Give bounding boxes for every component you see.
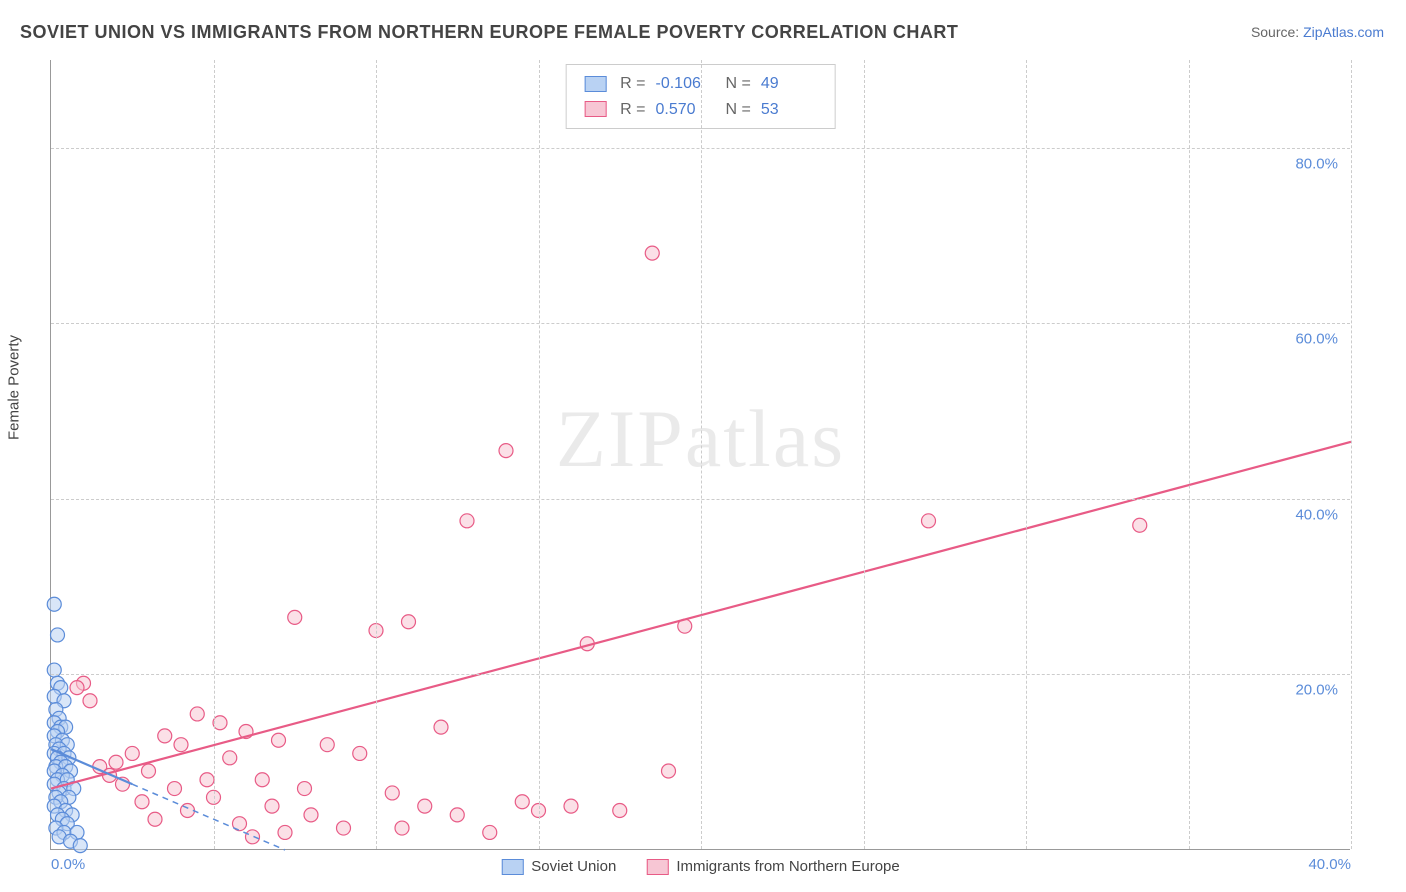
ytick-label: 40.0% bbox=[1295, 506, 1338, 523]
plot-area: ZIPatlas R = -0.106 N = 49 R = 0.570 N =… bbox=[50, 60, 1350, 850]
legend-item-soviet: Soviet Union bbox=[501, 858, 616, 875]
ytick-label: 60.0% bbox=[1295, 331, 1338, 348]
ytick-label: 80.0% bbox=[1295, 155, 1338, 172]
bottom-legend: Soviet Union Immigrants from Northern Eu… bbox=[501, 858, 899, 875]
chart-title: SOVIET UNION VS IMMIGRANTS FROM NORTHERN… bbox=[20, 22, 958, 43]
swatch-soviet-bottom bbox=[501, 859, 523, 875]
xtick-label: 0.0% bbox=[51, 856, 85, 873]
legend-label-northern: Immigrants from Northern Europe bbox=[676, 858, 899, 875]
ytick-label: 20.0% bbox=[1295, 682, 1338, 699]
chart-container: SOVIET UNION VS IMMIGRANTS FROM NORTHERN… bbox=[0, 0, 1406, 892]
swatch-northern-bottom bbox=[646, 859, 668, 875]
source-label: Source: bbox=[1251, 24, 1303, 40]
xtick-label: 40.0% bbox=[1308, 856, 1351, 873]
legend-item-northern: Immigrants from Northern Europe bbox=[646, 858, 899, 875]
y-axis-label: Female Poverty bbox=[6, 335, 23, 440]
legend-label-soviet: Soviet Union bbox=[531, 858, 616, 875]
source-credit: Source: ZipAtlas.com bbox=[1251, 24, 1384, 40]
source-link[interactable]: ZipAtlas.com bbox=[1303, 24, 1384, 40]
